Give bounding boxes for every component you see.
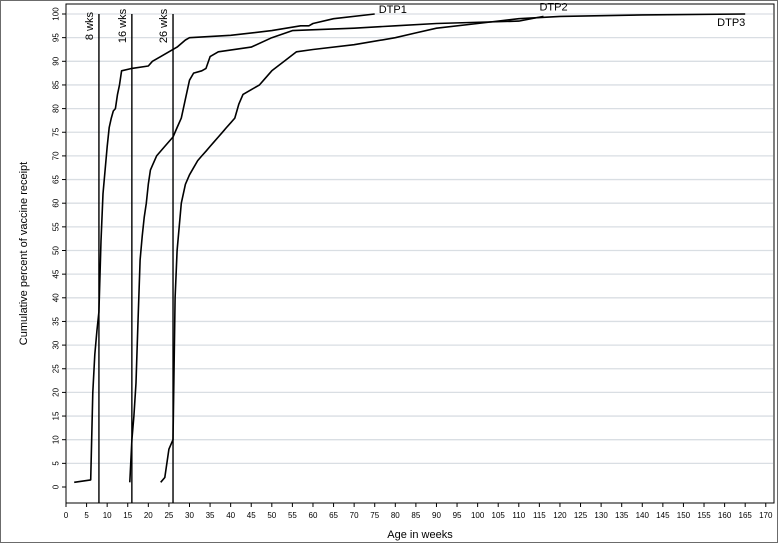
x-tick-label: 20 (144, 511, 153, 520)
reference-line-label: 16 wks (117, 8, 129, 43)
x-tick-label: 10 (103, 511, 112, 520)
y-tick-label: 40 (52, 293, 61, 302)
x-tick-label: 105 (492, 511, 506, 520)
y-tick-label: 80 (52, 104, 61, 113)
series-line-dtp1 (74, 13, 375, 484)
x-tick-label: 100 (471, 511, 485, 520)
x-tick-label: 130 (594, 511, 608, 520)
y-tick-label: 0 (52, 484, 61, 489)
x-tick-label: 55 (288, 511, 297, 520)
x-tick-label: 115 (533, 511, 546, 520)
y-tick-label: 95 (52, 33, 61, 42)
y-tick-label: 70 (52, 151, 61, 160)
series-line-dtp2 (129, 15, 544, 483)
x-axis-title: Age in weeks (387, 529, 453, 541)
y-axis-title: Cumulative percent of vaccine receipt (18, 162, 30, 345)
x-tick-label: 155 (697, 511, 711, 520)
x-tick-label: 110 (512, 511, 525, 520)
x-tick-label: 0 (64, 511, 69, 520)
x-tick-label: 75 (370, 511, 379, 520)
y-tick-label: 35 (52, 316, 61, 325)
y-tick-label: 15 (52, 411, 61, 420)
x-tick-label: 140 (636, 511, 650, 520)
x-tick-label: 120 (553, 511, 567, 520)
series-label-dtp1: DTP1 (379, 4, 407, 16)
x-tick-label: 40 (226, 511, 235, 520)
x-tick-label: 50 (267, 511, 276, 520)
x-tick-label: 165 (739, 511, 753, 520)
series-line-dtp3 (160, 13, 746, 483)
y-tick-label: 20 (52, 387, 61, 396)
y-tick-label: 55 (52, 222, 61, 231)
x-tick-label: 35 (206, 511, 215, 520)
x-tick-label: 125 (574, 511, 588, 520)
y-tick-label: 100 (52, 7, 61, 21)
y-tick-label: 75 (52, 127, 61, 136)
plot-area (65, 3, 775, 504)
x-tick-label: 30 (185, 511, 194, 520)
x-tick-label: 135 (615, 511, 629, 520)
x-tick-label: 150 (677, 511, 691, 520)
x-tick-label: 25 (164, 511, 173, 520)
x-tick-label: 95 (453, 511, 462, 520)
x-tick-label: 5 (84, 511, 89, 520)
y-tick-label: 65 (52, 175, 61, 184)
y-tick-label: 85 (52, 80, 61, 89)
y-tick-label: 10 (52, 435, 61, 444)
y-tick-label: 45 (52, 269, 61, 278)
reference-line-label: 8 wks (84, 11, 96, 40)
y-tick-label: 30 (52, 340, 61, 349)
x-tick-label: 65 (329, 511, 338, 520)
series-label-dtp3: DTP3 (717, 17, 745, 29)
reference-line-label: 26 wks (158, 8, 170, 43)
y-tick-label: 25 (52, 364, 61, 373)
x-tick-label: 170 (759, 511, 773, 520)
x-tick-label: 145 (656, 511, 670, 520)
y-tick-label: 90 (52, 56, 61, 65)
x-tick-label: 90 (432, 511, 441, 520)
y-tick-label: 60 (52, 198, 61, 207)
x-tick-label: 85 (411, 511, 420, 520)
x-tick-label: 80 (391, 511, 400, 520)
x-tick-label: 70 (350, 511, 359, 520)
x-tick-label: 160 (718, 511, 732, 520)
series-label-dtp2: DTP2 (539, 1, 567, 13)
x-tick-label: 15 (123, 511, 132, 520)
x-tick-label: 45 (247, 511, 256, 520)
y-tick-label: 50 (52, 246, 61, 255)
x-tick-label: 60 (309, 511, 318, 520)
y-tick-label: 5 (52, 461, 61, 466)
